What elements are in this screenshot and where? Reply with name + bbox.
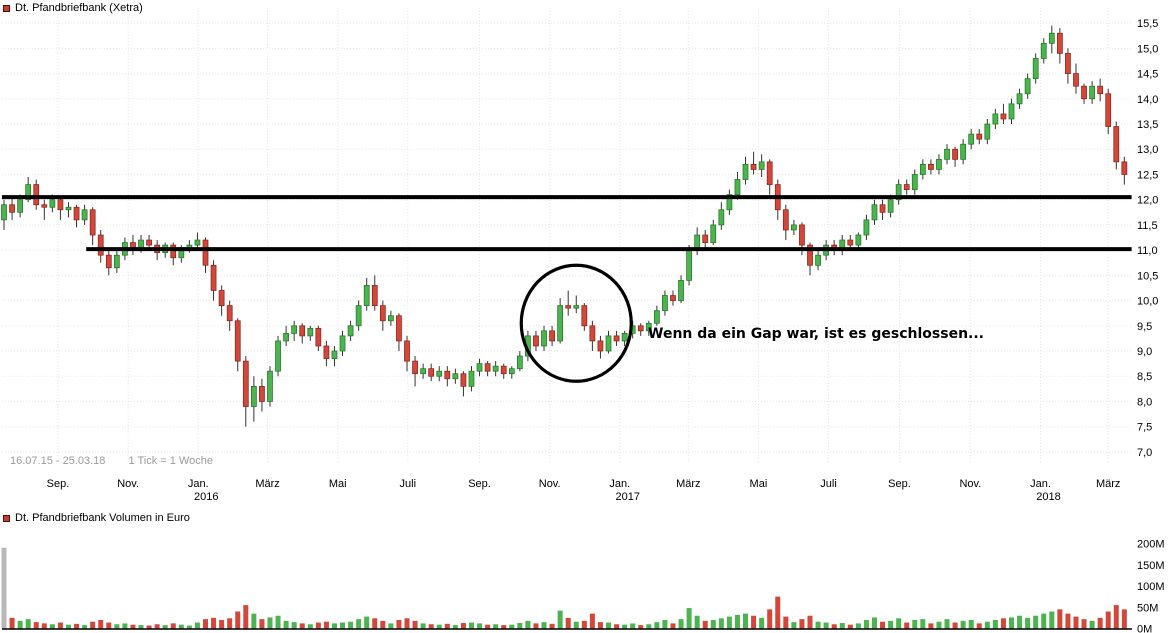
price-series-label: Dt. Pfandbriefbank (Xetra) <box>15 2 143 14</box>
svg-text:8,0: 8,0 <box>1137 396 1152 408</box>
svg-text:9,0: 9,0 <box>1137 346 1152 358</box>
svg-text:12,0: 12,0 <box>1137 195 1158 207</box>
svg-text:13,0: 13,0 <box>1137 144 1158 156</box>
volume-series-icon <box>3 514 10 522</box>
svg-text:150M: 150M <box>1137 560 1165 572</box>
svg-text:Sep.: Sep. <box>888 478 911 490</box>
svg-text:Mai: Mai <box>329 478 347 490</box>
svg-text:Sep.: Sep. <box>468 478 491 490</box>
price-series-icon <box>3 4 10 12</box>
svg-text:0M: 0M <box>1137 624 1152 633</box>
svg-text:Nov.: Nov. <box>117 478 139 490</box>
tick-interval-label: 1 Tick = 1 Woche <box>128 455 213 467</box>
svg-text:13,5: 13,5 <box>1137 119 1158 131</box>
gap-annotation-text: Wenn da ein Gap war, ist es geschlossen.… <box>648 326 984 342</box>
svg-text:März: März <box>255 478 279 490</box>
svg-text:2018: 2018 <box>1036 491 1060 503</box>
svg-text:8,5: 8,5 <box>1137 371 1152 383</box>
price-series-legend: Dt. Pfandbriefbank (Xetra) <box>3 2 143 14</box>
svg-text:14,0: 14,0 <box>1137 94 1158 106</box>
volume-series-legend: Dt. Pfandbriefbank Volumen in Euro <box>3 512 190 524</box>
svg-text:2016: 2016 <box>194 491 218 503</box>
svg-text:14,5: 14,5 <box>1137 69 1158 81</box>
svg-text:15,5: 15,5 <box>1137 18 1158 30</box>
svg-text:100M: 100M <box>1137 581 1165 593</box>
svg-text:Mai: Mai <box>750 478 768 490</box>
svg-text:15,0: 15,0 <box>1137 43 1158 55</box>
svg-text:März: März <box>1096 478 1120 490</box>
svg-text:2017: 2017 <box>616 491 640 503</box>
svg-text:11,0: 11,0 <box>1137 245 1158 257</box>
svg-text:7,0: 7,0 <box>1137 447 1152 459</box>
svg-text:Jan.: Jan. <box>609 478 630 490</box>
volume-series-label: Dt. Pfandbriefbank Volumen in Euro <box>15 512 190 524</box>
svg-text:Jan.: Jan. <box>1030 478 1051 490</box>
svg-text:10,5: 10,5 <box>1137 270 1158 282</box>
svg-text:Juli: Juli <box>400 478 417 490</box>
svg-text:März: März <box>676 478 700 490</box>
svg-text:12,5: 12,5 <box>1137 169 1158 181</box>
chart-range: 16.07.15 - 25.03.18 1 Tick = 1 Woche <box>10 455 213 467</box>
svg-text:50M: 50M <box>1137 602 1158 614</box>
svg-text:Sep.: Sep. <box>47 478 70 490</box>
svg-text:200M: 200M <box>1137 539 1165 551</box>
svg-text:9,5: 9,5 <box>1137 321 1152 333</box>
svg-text:10,0: 10,0 <box>1137 296 1158 308</box>
svg-text:Juli: Juli <box>820 478 837 490</box>
svg-text:Nov.: Nov. <box>539 478 561 490</box>
svg-text:Jan.: Jan. <box>188 478 209 490</box>
svg-text:7,5: 7,5 <box>1137 422 1152 434</box>
svg-text:Nov.: Nov. <box>959 478 981 490</box>
date-range-label: 16.07.15 - 25.03.18 <box>10 455 106 467</box>
svg-text:11,5: 11,5 <box>1137 220 1158 232</box>
